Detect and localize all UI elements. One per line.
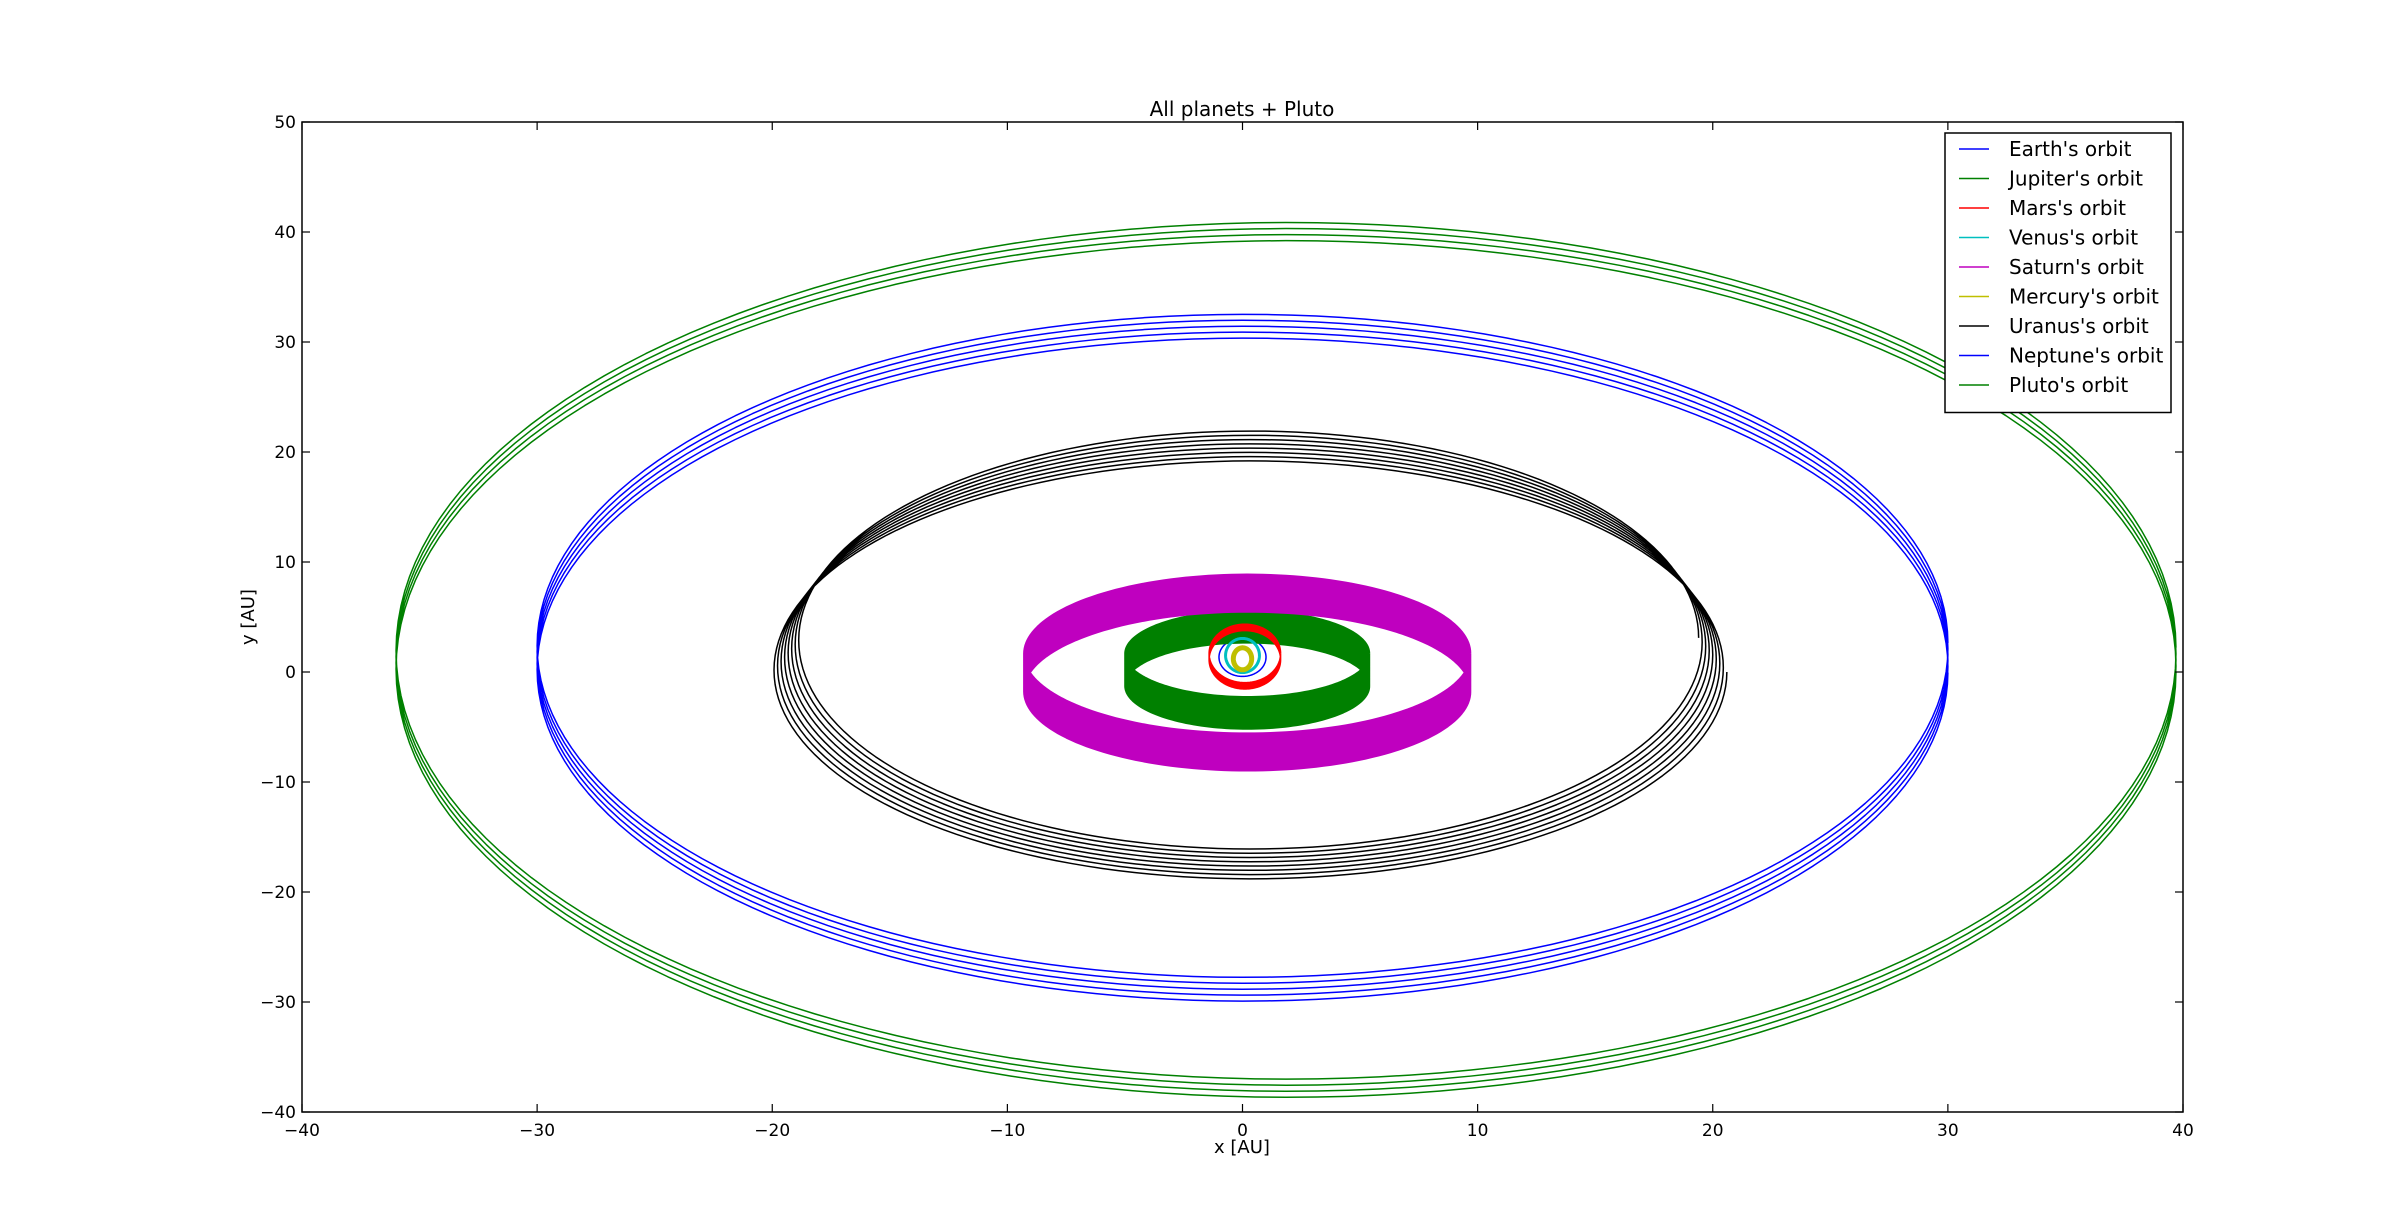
y-tick-label: 20: [274, 443, 296, 463]
series-layer: [395, 221, 2177, 1099]
legend-label: Venus's orbit: [2009, 226, 2138, 250]
x-tick-label: 30: [1937, 1121, 1959, 1141]
legend: Earth's orbit Jupiter's orbit Mars's orbit…: [1944, 132, 2172, 414]
legend-label: Pluto's orbit: [2009, 373, 2128, 397]
x-tick-label: −30: [519, 1121, 555, 1141]
series-line-5: [1230, 645, 1255, 673]
x-tick-label: 20: [1702, 1121, 1724, 1141]
y-tick-label: 30: [274, 333, 296, 353]
legend-label: Mercury's orbit: [2009, 285, 2159, 309]
y-tick-label: −30: [260, 993, 296, 1013]
legend-label: Uranus's orbit: [2009, 314, 2149, 338]
legend-label: Jupiter's orbit: [2007, 167, 2143, 191]
legend-box: [1944, 132, 2172, 414]
x-tick-label: 40: [2172, 1121, 2194, 1141]
series-line-6: [773, 430, 1728, 880]
y-tick-label: −40: [260, 1103, 296, 1123]
series-line-7: [536, 313, 1949, 1002]
ticks-layer: −40 −30 −20 −10 0 10 20 30 40 −40 −30 −20 −10 0 10 20 30…: [260, 113, 2194, 1141]
legend-label: Mars's orbit: [2009, 196, 2126, 220]
x-tick-label: −10: [989, 1121, 1025, 1141]
series-line-2: [1208, 623, 1282, 690]
series-line-8: [395, 221, 2177, 1099]
series-line-3: [1224, 636, 1261, 675]
series-line-4: [1023, 573, 1472, 772]
legend-label: Saturn's orbit: [2009, 255, 2144, 279]
y-tick-label: 10: [274, 553, 296, 573]
legend-label: Earth's orbit: [2009, 137, 2132, 161]
x-tick-label: 10: [1467, 1121, 1489, 1141]
y-tick-label: −20: [260, 883, 296, 903]
y-tick-label: 40: [274, 223, 296, 243]
series-line-1: [1124, 609, 1371, 730]
y-tick-label: −10: [260, 773, 296, 793]
x-tick-label: −40: [284, 1121, 320, 1141]
x-axis-label: x [AU]: [1214, 1137, 1270, 1158]
chart-title: All planets + Pluto: [1150, 97, 1335, 121]
x-tick-label: 0: [1237, 1121, 1248, 1141]
y-tick-label: 50: [274, 113, 296, 133]
x-tick-label: −20: [754, 1121, 790, 1141]
y-tick-label: 0: [285, 663, 296, 683]
legend-label: Neptune's orbit: [2009, 344, 2163, 368]
y-axis-label: y [AU]: [238, 589, 259, 645]
